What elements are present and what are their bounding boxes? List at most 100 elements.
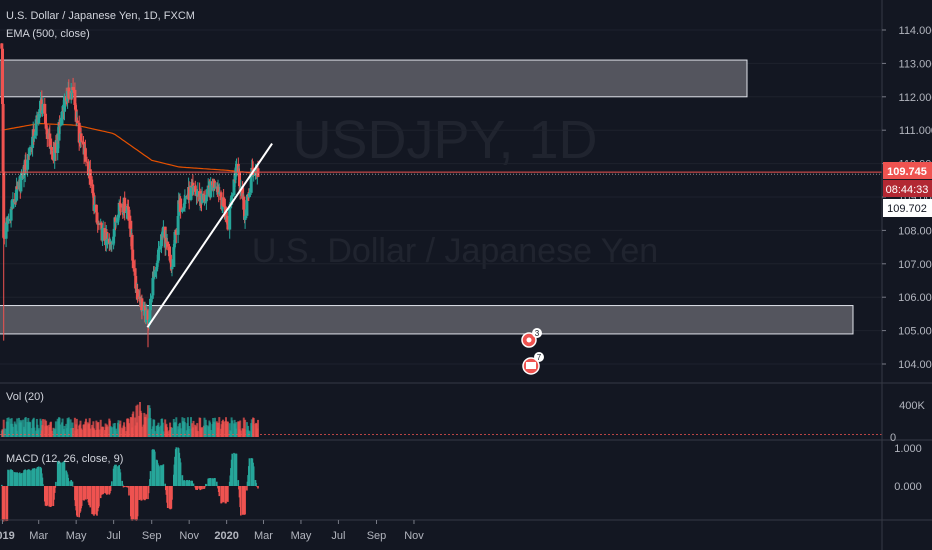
- trendline[interactable]: [146, 142, 273, 328]
- candle-body: [204, 194, 208, 202]
- macd-bar: [175, 447, 178, 486]
- volume-bar: [132, 411, 135, 437]
- candle-body: [84, 156, 88, 162]
- volume-bar: [153, 419, 156, 437]
- macd-bar: [46, 486, 49, 506]
- volume-bar: [257, 419, 259, 437]
- candle-body: [126, 207, 130, 210]
- volume-bar: [115, 428, 118, 437]
- volume-bar: [97, 429, 100, 437]
- candle-body: [45, 129, 49, 139]
- time-tick-label: Mar: [254, 530, 273, 542]
- macd-bar: [145, 486, 147, 499]
- symbol-legend[interactable]: U.S. Dollar / Japanese Yen, 1D, FXCM: [6, 10, 195, 22]
- volume-bar: [190, 417, 192, 437]
- event-count-upper: 3: [535, 329, 540, 338]
- candle-body: [44, 113, 47, 124]
- macd-bar: [257, 486, 259, 489]
- zone-rect: [0, 305, 854, 335]
- volume-bar: [110, 427, 113, 437]
- volume-bar: [158, 426, 161, 437]
- time-tick-label: Sep: [367, 530, 387, 542]
- macd-bar: [20, 473, 23, 486]
- macd-bar: [106, 486, 109, 494]
- price-axis[interactable]: 114.000113.000112.000111.000110.000109.0…: [881, 0, 932, 550]
- macd-bar: [252, 466, 255, 486]
- volume-bar: [63, 425, 66, 437]
- volume-bar: [80, 429, 83, 437]
- macd-bar: [111, 481, 113, 486]
- volume-bar: [205, 425, 208, 437]
- candle-body: [172, 243, 176, 248]
- candle-body: [172, 247, 176, 267]
- candle-body: [82, 141, 85, 145]
- candle-body: [170, 266, 174, 270]
- volume-bar: [20, 420, 23, 437]
- time-tick-label: May: [66, 530, 87, 542]
- macd-bar: [218, 486, 221, 497]
- candle-body: [91, 184, 95, 194]
- macd-bar: [244, 486, 246, 515]
- candle-body: [247, 192, 251, 198]
- candle-body: [194, 191, 198, 196]
- candle-body: [160, 234, 163, 247]
- candle-body: [136, 289, 140, 299]
- candle-body: [153, 271, 157, 277]
- candle-body: [164, 238, 168, 244]
- candle-body: [131, 249, 135, 261]
- macd-bar: [68, 481, 70, 486]
- candle-body: [133, 268, 137, 276]
- candle-body: [246, 194, 249, 201]
- volume-bar: [140, 412, 143, 437]
- macd-bar: [33, 468, 36, 486]
- candle-body: [189, 185, 193, 200]
- time-axis[interactable]: 2019 Mar May Jul Sep Nov 2020 Mar May Jul Sep Nov: [0, 520, 424, 542]
- candle-body: [235, 163, 238, 169]
- time-tick-label: May: [291, 530, 312, 542]
- candle-body: [217, 187, 221, 195]
- volume-bar: [228, 423, 231, 437]
- candle-body: [217, 192, 221, 195]
- candle-body: [233, 176, 237, 180]
- ema-polyline: [1, 122, 258, 175]
- candle-body: [56, 133, 60, 153]
- volume-bar: [102, 427, 105, 437]
- ema-legend[interactable]: EMA (500, close): [6, 28, 90, 40]
- candle-body: [113, 217, 117, 229]
- macd-bar: [6, 486, 9, 521]
- candle-body: [159, 246, 163, 248]
- candle-body: [107, 238, 111, 245]
- volume-bar: [11, 426, 14, 437]
- candle-body: [1, 48, 4, 104]
- macd-bar: [136, 486, 139, 517]
- volume-bar: [42, 419, 44, 437]
- candle-body: [126, 206, 130, 208]
- price-tick-label: 104.000: [898, 359, 932, 371]
- candle-body: [20, 173, 23, 180]
- macd-bar: [246, 486, 248, 491]
- macd-bar: [203, 486, 206, 489]
- candle-body: [86, 162, 90, 176]
- macd-bar: [71, 481, 74, 486]
- macd-bar: [7, 470, 10, 486]
- price-tick-label: 105.000: [898, 326, 932, 338]
- macd-bar: [149, 471, 152, 486]
- candle-body: [169, 262, 173, 270]
- candle-body: [130, 234, 134, 250]
- candle-body: [24, 159, 28, 170]
- candle-body: [127, 209, 131, 221]
- candle-body: [105, 232, 109, 240]
- volume-legend[interactable]: Vol (20): [6, 391, 44, 403]
- volume-bar: [72, 428, 75, 437]
- volume-bar: [69, 419, 72, 437]
- volume-bar: [59, 424, 62, 437]
- volume-bar: [37, 428, 40, 437]
- candle-body: [156, 260, 160, 263]
- candle-body: [54, 142, 58, 153]
- volume-bar: [214, 417, 216, 437]
- event-markers[interactable]: 3 7: [521, 328, 544, 375]
- time-tick-label: 2020: [214, 530, 238, 542]
- macd-legend[interactable]: MACD (12, 26, close, 9): [6, 453, 124, 465]
- candle-body: [43, 103, 47, 114]
